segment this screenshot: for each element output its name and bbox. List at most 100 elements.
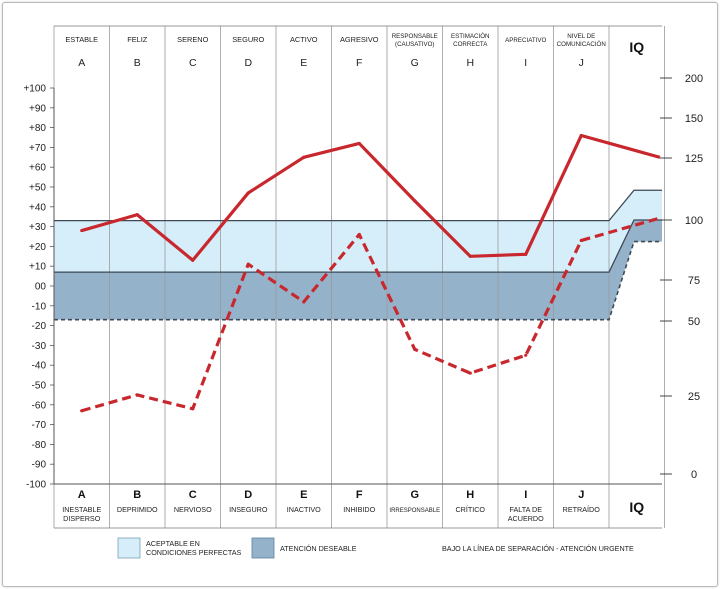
series-point-d	[246, 191, 250, 195]
bottom-letter-i: I	[524, 489, 527, 501]
band-acceptable	[54, 190, 662, 273]
top-label-g: RESPONSABLE	[392, 33, 438, 40]
bottom-letter-b: B	[133, 489, 141, 501]
top-letter-j: J	[579, 57, 584, 69]
series-point-h	[468, 371, 472, 375]
top-label-h: CORRECTA	[453, 41, 488, 48]
bottom-label-e: INACTIVO	[287, 505, 321, 514]
band-desirable	[54, 220, 662, 320]
series-point-e	[302, 155, 306, 159]
series-point-b	[135, 393, 139, 397]
left-tick-label: -30	[32, 341, 47, 352]
bottom-letter-e: E	[300, 489, 307, 501]
top-letter-a: A	[78, 57, 85, 69]
bottom-label-j: RETRAÍDO	[563, 505, 601, 514]
header-boxes-layer: ESTABLEAFELIZBSERENOCSEGURODACTIVOEAGRES…	[54, 33, 662, 523]
bottom-iq-label: IQ	[629, 499, 644, 515]
left-tick-label: -70	[32, 420, 47, 431]
bottom-label-h: CRÍTICO	[455, 505, 485, 514]
right-tick-label: 150	[685, 113, 703, 125]
axis-layer: +100 +90 +80 +70 +60 +50 +40 +30 +20 +10 00 -10 -20 -…	[23, 73, 703, 491]
left-tick-label: +30	[29, 222, 46, 233]
bottom-letter-g: G	[410, 489, 419, 501]
bottom-letter-f: F	[356, 489, 363, 501]
series-point-i	[524, 252, 528, 256]
legend-swatch-desirable	[251, 537, 275, 559]
series-point-b	[135, 213, 139, 217]
right-tick-label: 125	[685, 153, 703, 165]
bottom-letter-j: J	[578, 489, 584, 501]
left-tick-label: +80	[29, 123, 46, 134]
series-point-g	[413, 347, 417, 351]
bottom-label-c: NERVIOSO	[174, 505, 212, 514]
legend-label-acceptable: ACEPTABLE EN	[146, 539, 200, 548]
series-point-j	[579, 238, 583, 243]
left-tick-label: +10	[29, 262, 46, 273]
top-letter-h: H	[466, 57, 474, 69]
right-tick-label: 200	[685, 73, 703, 85]
left-tick-label: +20	[29, 242, 46, 253]
left-tick-label: -50	[32, 381, 47, 392]
bottom-letter-a: A	[78, 489, 86, 501]
series-point-h	[468, 254, 472, 258]
series-point-c	[191, 258, 195, 262]
top-label-j: NIVEL DE	[567, 33, 595, 40]
bottom-letter-c: C	[189, 489, 197, 501]
series-point-e	[302, 300, 306, 304]
bottom-label-i: FALTA DE	[510, 505, 543, 514]
top-label-g: (CAUSATIVO)	[395, 41, 434, 48]
top-letter-c: C	[189, 57, 197, 69]
left-tick-label: -40	[32, 361, 47, 372]
left-tick-label: +70	[29, 143, 46, 154]
left-tick-label: 00	[35, 282, 47, 293]
right-tick-label: 50	[688, 316, 700, 328]
top-letter-f: F	[356, 57, 362, 69]
series-point-d	[246, 262, 250, 266]
urgent-separation-line	[54, 240, 662, 321]
left-tick-label: -20	[32, 321, 47, 332]
grid-layer	[53, 25, 665, 529]
legend-label-urgent: BAJO LA LÍNEA DE SEPARACIÓN - ATENCIÓN U…	[442, 544, 634, 553]
bands-layer	[54, 190, 662, 320]
bottom-label-a: INESTABLE	[62, 505, 101, 514]
left-tick-label: +100	[23, 84, 46, 95]
left-tick-label: -90	[32, 460, 47, 471]
left-tick-label: +90	[29, 103, 46, 114]
top-label-i: APRECIATIVO	[505, 37, 546, 44]
left-tick-label: -10	[32, 301, 47, 312]
right-tick-label: 75	[688, 275, 700, 287]
left-tick-label: +60	[29, 163, 46, 174]
left-tick-label: -60	[32, 400, 47, 411]
bottom-label-d: INSEGURO	[229, 505, 268, 514]
left-tick-label: -80	[32, 440, 47, 451]
acceptable-boundary-line	[54, 189, 662, 222]
desirable-boundary-line	[54, 219, 662, 273]
left-tick-label: +50	[29, 183, 46, 194]
right-tick-label: 100	[685, 215, 703, 227]
top-label-d: SEGURO	[232, 35, 264, 44]
top-label-e: ACTIVO	[290, 35, 318, 44]
right-tick-label: 0	[691, 469, 697, 481]
top-label-f: AGRESIVO	[340, 35, 379, 44]
bottom-letter-h: H	[466, 489, 474, 501]
left-tick-label: -100	[26, 480, 46, 491]
top-label-b: FELIZ	[127, 35, 148, 44]
legend-swatch-acceptable	[117, 537, 141, 559]
series-point-a	[80, 228, 84, 233]
series-point-a	[80, 409, 84, 413]
bottom-label-g: IRRESPONSABLE	[389, 508, 440, 514]
bottom-label-a: DISPERSO	[63, 514, 101, 523]
top-label-a: ESTABLE	[65, 35, 98, 44]
top-letter-e: E	[300, 57, 307, 69]
top-label-j: COMUNICACIÓN	[557, 41, 606, 48]
legend-label-desirable: ATENCIÓN DESEABLE	[280, 544, 357, 553]
series-point-g	[413, 199, 417, 203]
bottom-label-b: DEPRIMIDO	[117, 505, 158, 514]
series-point-c	[191, 407, 195, 411]
series-point-j	[579, 133, 583, 138]
series-point-f	[357, 141, 361, 146]
top-letter-g: G	[411, 57, 419, 69]
right-tick-label: 25	[688, 391, 700, 403]
